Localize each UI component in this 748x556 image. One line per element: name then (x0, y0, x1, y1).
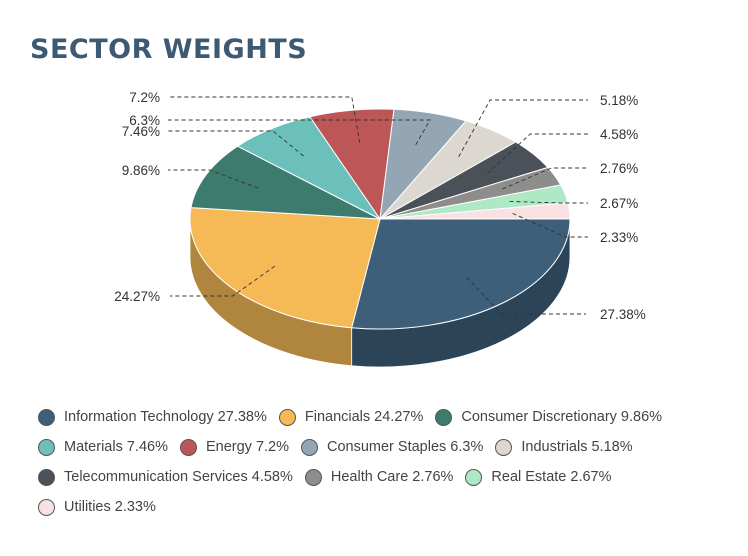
leader-line-real-estate (509, 200, 588, 204)
legend-item-industrials: Industrials 5.18% (495, 438, 633, 456)
leader-line-telecommunication-services (487, 133, 588, 174)
legend-label: Real Estate 2.67% (491, 469, 612, 485)
legend-label: Health Care 2.76% (330, 469, 454, 485)
legend-swatch (38, 438, 55, 456)
leader-line-financials (170, 265, 276, 297)
data-labels: 27.38% 24.27% 9.86% 7.46% 7.2% 6.3% 5.18% 4.58%… (114, 90, 646, 322)
legend-swatch (38, 498, 55, 516)
leader-line-energy (168, 96, 361, 143)
legend-swatch (38, 408, 55, 426)
legend-label: Utilities 2.33% (64, 499, 156, 515)
legend-label: Energy 7.2% (205, 439, 289, 455)
legend-item-real-estate: Real Estate 2.67% (465, 468, 612, 486)
pie-slices (189, 108, 571, 330)
legend-item-telecommunication-services: Telecommunication Services 4.58% (38, 468, 293, 486)
leader-line-consumer-discretionary (168, 169, 259, 189)
legend-swatch (179, 438, 197, 456)
legend-swatch (38, 468, 55, 486)
legend-swatch (301, 438, 318, 456)
legend-label: Telecommunication Services 4.58% (64, 469, 293, 485)
data-label-real-estate: 2.67% (600, 196, 638, 211)
leader-line-industrials (458, 99, 588, 158)
legend-swatch (465, 468, 483, 486)
legend-item-financials: Financials 24.27% (278, 408, 424, 426)
legend-item-consumer-discretionary: Consumer Discretionary 9.86% (435, 408, 663, 426)
pie-chart: 27.38% 24.27% 9.86% 7.46% 7.2% 6.3% 5.18% 4.58%… (114, 90, 646, 368)
legend-item-health-care: Health Care 2.76% (304, 468, 454, 486)
chart-title: SECTOR WEIGHTS (30, 34, 308, 65)
pie-slice-information-technology (351, 218, 571, 330)
data-label-consumer-staples: 6.3% (129, 113, 160, 128)
legend-row: Information Technology 27.38% Financials… (38, 402, 738, 432)
legend-row: Telecommunication Services 4.58% Health … (38, 462, 738, 492)
legend-swatch (278, 408, 296, 426)
data-label-telecommunication-services: 4.58% (600, 127, 638, 142)
legend-item-utilities: Utilities 2.33% (38, 498, 156, 516)
leader-line-information-technology (466, 277, 586, 315)
pie-slice-consumer-discretionary (190, 145, 381, 220)
data-label-utilities: 2.33% (600, 230, 638, 245)
legend-item-information-technology: Information Technology 27.38% (38, 408, 267, 426)
data-label-information-technology: 27.38% (600, 307, 646, 322)
data-label-materials: 7.46% (122, 124, 160, 139)
legend-item-energy: Energy 7.2% (179, 438, 289, 456)
leader-line-health-care (502, 167, 588, 190)
data-label-financials: 24.27% (114, 289, 160, 304)
data-label-consumer-discretionary: 9.86% (122, 163, 160, 178)
legend-item-materials: Materials 7.46% (38, 438, 168, 456)
data-label-industrials: 5.18% (600, 93, 638, 108)
legend-label: Information Technology 27.38% (64, 409, 267, 425)
legend-swatch (304, 468, 322, 486)
legend: Information Technology 27.38% Financials… (38, 402, 738, 522)
data-label-health-care: 2.76% (600, 161, 638, 176)
legend-label: Financials 24.27% (304, 409, 424, 425)
leader-line-utilities (512, 212, 588, 238)
legend-label: Materials 7.46% (64, 439, 168, 455)
legend-label: Consumer Staples 6.3% (327, 439, 484, 455)
pie-slice-financials (189, 207, 381, 329)
legend-swatch (435, 408, 453, 426)
legend-row: Materials 7.46% Energy 7.2% Consumer Sta… (38, 432, 738, 462)
legend-row: Utilities 2.33% (38, 492, 738, 522)
legend-label: Industrials 5.18% (521, 439, 633, 455)
legend-label: Consumer Discretionary 9.86% (461, 409, 663, 425)
leader-line-consumer-staples (168, 119, 431, 146)
data-label-energy: 7.2% (129, 90, 160, 105)
legend-swatch (495, 438, 513, 456)
legend-item-consumer-staples: Consumer Staples 6.3% (301, 438, 484, 456)
